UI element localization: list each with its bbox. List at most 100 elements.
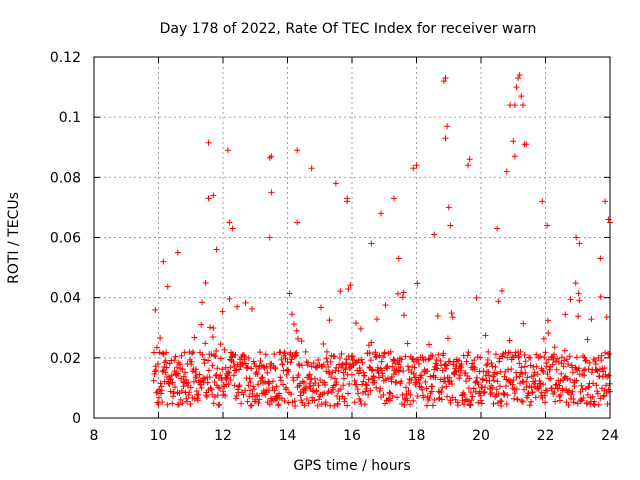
data-point [465, 162, 472, 169]
data-point [210, 325, 217, 332]
data-point [469, 360, 476, 367]
data-point [195, 391, 202, 398]
data-point [413, 162, 420, 169]
data-point [315, 382, 322, 389]
data-point [434, 365, 441, 372]
data-point [377, 385, 384, 392]
data-point [205, 139, 212, 146]
data-point [538, 389, 545, 396]
data-point [281, 397, 288, 404]
data-point [183, 395, 190, 402]
data-point [467, 401, 474, 408]
data-point [249, 393, 256, 400]
data-point [399, 294, 406, 301]
data-point [553, 366, 560, 373]
data-point [401, 401, 408, 408]
data-points [150, 72, 613, 409]
data-point [468, 397, 475, 404]
data-point [471, 357, 478, 364]
data-point [439, 367, 446, 374]
data-point [533, 351, 540, 358]
data-point [442, 75, 449, 82]
y-tick-label: 0.04 [50, 291, 81, 307]
data-point [307, 380, 314, 387]
data-point [603, 314, 610, 321]
data-point [518, 397, 525, 404]
data-point [570, 399, 577, 406]
data-point [271, 387, 278, 394]
data-point [357, 398, 364, 405]
data-point [262, 351, 269, 358]
data-point [466, 156, 473, 163]
data-point [540, 381, 547, 388]
data-point [407, 391, 414, 398]
data-point [244, 364, 251, 371]
data-point [519, 398, 526, 405]
data-point [409, 355, 416, 362]
data-point [188, 358, 195, 365]
data-point [320, 341, 327, 348]
data-point [232, 367, 239, 374]
x-tick-label: 22 [537, 428, 555, 444]
data-point [565, 361, 572, 368]
data-point [400, 289, 407, 296]
data-point [306, 371, 313, 378]
data-point [353, 320, 360, 327]
data-point [559, 354, 566, 361]
data-point [435, 351, 442, 358]
data-point [405, 388, 412, 395]
data-point [258, 375, 265, 382]
data-point [368, 339, 375, 346]
data-point [440, 350, 447, 357]
data-point [426, 395, 433, 402]
data-point [294, 335, 301, 342]
data-point [276, 390, 283, 397]
data-point [513, 374, 520, 381]
data-point [315, 357, 322, 364]
data-point [333, 364, 340, 371]
data-point [442, 135, 449, 142]
data-point [516, 72, 523, 79]
data-point [550, 351, 557, 358]
data-point [573, 354, 580, 361]
data-point [562, 311, 569, 318]
data-point [302, 348, 309, 355]
data-point [336, 354, 343, 361]
data-point [188, 350, 195, 357]
data-point [216, 401, 223, 408]
data-point [229, 225, 236, 232]
data-point [160, 258, 167, 265]
data-point [381, 349, 388, 356]
data-point [554, 355, 561, 362]
data-point [543, 363, 550, 370]
data-point [434, 313, 441, 320]
data-point [390, 356, 397, 363]
data-point [466, 375, 473, 382]
data-point [438, 396, 445, 403]
data-point [542, 399, 549, 406]
data-point [320, 361, 327, 368]
data-point [493, 386, 500, 393]
data-point [185, 379, 192, 386]
data-point [558, 370, 565, 377]
data-point [498, 397, 505, 404]
data-point [338, 350, 345, 357]
y-tick-label: 0.02 [50, 351, 81, 367]
data-point [530, 372, 537, 379]
data-point [178, 352, 185, 359]
data-point [584, 399, 591, 406]
data-point [515, 353, 522, 360]
data-point [445, 204, 452, 211]
x-tick-label: 12 [214, 428, 232, 444]
data-point [427, 373, 434, 380]
data-point [324, 348, 331, 355]
data-point [278, 356, 285, 363]
data-point [279, 361, 286, 368]
data-point [540, 335, 547, 342]
data-point [245, 354, 252, 361]
data-point [366, 349, 373, 356]
data-point [486, 378, 493, 384]
data-point [219, 308, 226, 315]
data-point [224, 147, 231, 154]
data-point [597, 395, 604, 402]
